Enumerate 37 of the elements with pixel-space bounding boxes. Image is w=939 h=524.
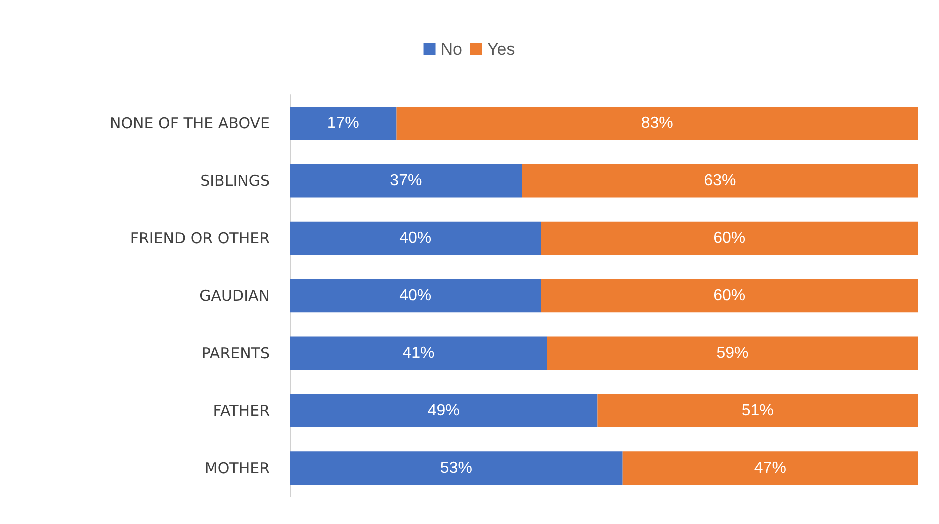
data-label: 51% bbox=[742, 402, 774, 420]
y-tick-label: GAUDIAN bbox=[200, 287, 270, 305]
data-label: 63% bbox=[704, 172, 736, 190]
bar bbox=[598, 394, 918, 428]
bar bbox=[290, 394, 598, 428]
data-label: 37% bbox=[390, 172, 422, 190]
y-tick-label: PARENTS bbox=[202, 344, 270, 362]
data-label: 59% bbox=[716, 344, 749, 362]
data-label: 60% bbox=[714, 230, 746, 248]
y-tick-label: SIBLINGS bbox=[200, 172, 270, 190]
y-tick-label: MOTHER bbox=[204, 459, 270, 478]
bar bbox=[541, 279, 918, 313]
bar bbox=[541, 222, 918, 256]
bar bbox=[547, 336, 918, 370]
bar bbox=[290, 107, 397, 140]
data-label: 40% bbox=[400, 230, 432, 248]
data-label: 49% bbox=[428, 402, 460, 420]
data-label: 41% bbox=[402, 344, 435, 362]
bar bbox=[396, 107, 918, 140]
y-tick-label: FATHER bbox=[213, 402, 270, 420]
data-label: 17% bbox=[327, 115, 360, 132]
bar bbox=[290, 279, 542, 313]
bar bbox=[522, 164, 918, 198]
legend-label: No bbox=[440, 40, 462, 59]
y-tick-label: FRIEND OR OTHER bbox=[130, 230, 270, 248]
legend-label: Yes bbox=[488, 40, 516, 59]
bar bbox=[622, 452, 918, 485]
data-label: 60% bbox=[714, 288, 746, 304]
data-label: 47% bbox=[754, 460, 786, 477]
bar bbox=[290, 164, 522, 198]
bar bbox=[290, 336, 548, 370]
data-label: 53% bbox=[440, 460, 472, 477]
data-label: 83% bbox=[641, 115, 674, 132]
bar bbox=[290, 222, 542, 256]
data-label: 40% bbox=[400, 288, 432, 304]
bar bbox=[290, 452, 623, 485]
y-tick-label: NONE OF THE ABOVE bbox=[110, 114, 270, 133]
